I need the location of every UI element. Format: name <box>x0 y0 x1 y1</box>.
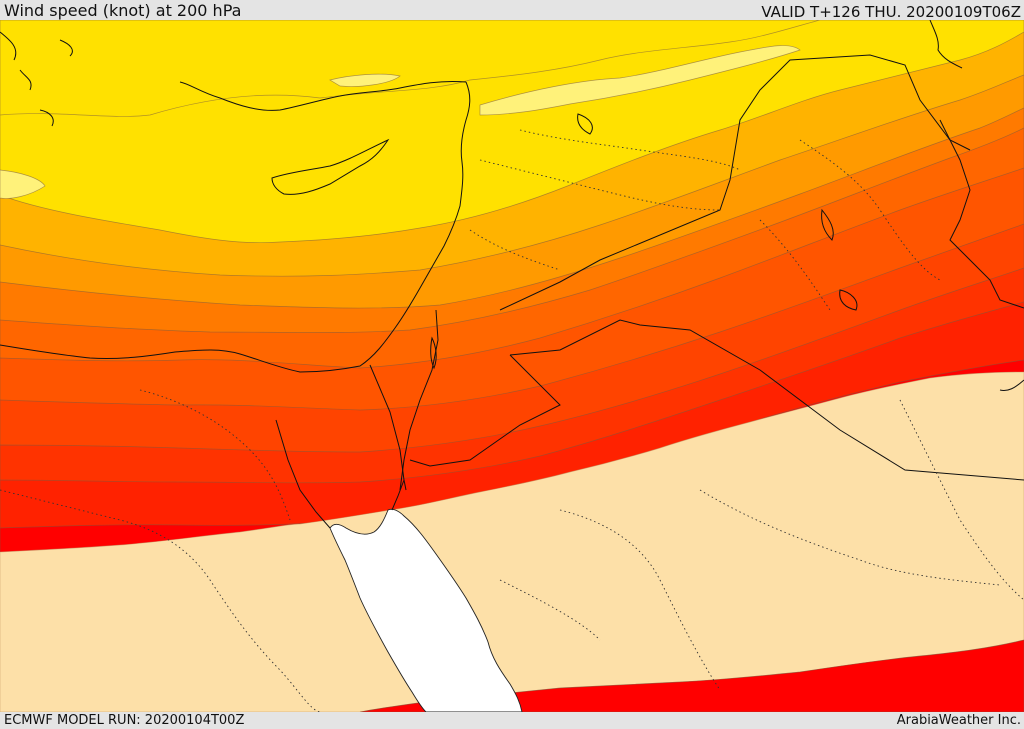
gulf-of-suez <box>275 419 331 529</box>
wind-speed-contours <box>0 20 1024 712</box>
red-sea <box>329 508 523 712</box>
cyprus <box>271 138 390 195</box>
contour-band-light-yellow-3 <box>0 169 46 199</box>
syria-iraq-border <box>499 54 971 311</box>
wind-speed-map[interactable] <box>0 20 1024 712</box>
map-footer: ECMWF MODEL RUN: 20200104T00Z ArabiaWeat… <box>0 712 1024 729</box>
contour-band-light-yellow-2 <box>329 73 401 87</box>
sinai-border <box>369 364 407 491</box>
aegean-islands <box>0 31 73 127</box>
iraq-iran-border <box>939 119 1024 309</box>
map-title: Wind speed (knot) at 200 hPa <box>4 1 242 20</box>
contour-band-yellow <box>0 20 1024 244</box>
credit-label: ArabiaWeather Inc. <box>896 713 1021 728</box>
lake-tharthar <box>821 208 834 241</box>
map-canvas <box>0 20 1024 712</box>
dead-sea <box>430 336 437 370</box>
saudi-jordan-line <box>409 354 561 467</box>
map-header: Wind speed (knot) at 200 hPa VALID T+126… <box>0 0 1024 20</box>
gulf-of-aqaba <box>391 479 405 511</box>
lake-razzaza <box>839 289 858 311</box>
israel-jordan-border <box>399 309 439 491</box>
country-borders <box>0 20 1024 529</box>
contour-band-light-yellow <box>479 45 801 116</box>
internal-borders <box>0 129 1024 712</box>
jordan-saudi-border <box>509 319 1024 481</box>
turkey-coast <box>179 80 467 111</box>
persian-gulf-coast <box>999 379 1024 391</box>
valid-time-label: VALID T+126 THU. 20200109T06Z <box>761 3 1021 21</box>
lake-van <box>577 113 593 135</box>
mediterranean-coast <box>0 81 471 373</box>
caspian-coast <box>929 20 963 69</box>
model-run-label: ECMWF MODEL RUN: 20200104T00Z <box>4 713 245 728</box>
